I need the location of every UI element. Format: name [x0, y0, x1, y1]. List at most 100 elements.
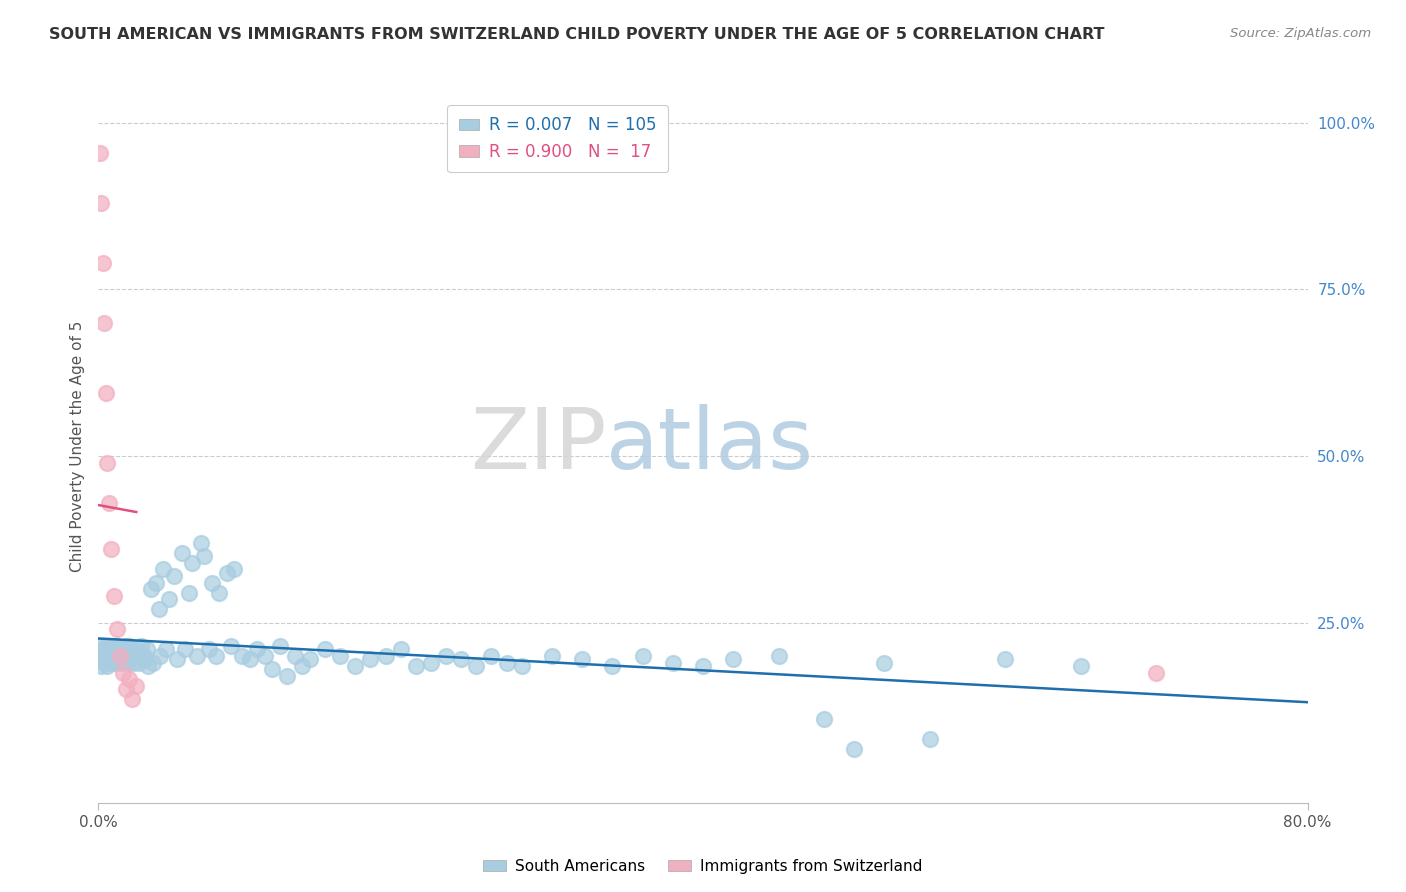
- Point: [112, 649, 135, 664]
- Point: [269, 639, 291, 653]
- Point: [100, 656, 122, 670]
- Point: [96, 649, 118, 664]
- Point: [231, 649, 253, 664]
- Point: [239, 652, 262, 666]
- Point: [141, 582, 163, 597]
- Point: [98, 646, 121, 660]
- Point: [179, 585, 201, 599]
- Point: [152, 562, 174, 576]
- Point: [465, 659, 488, 673]
- Point: [602, 659, 624, 673]
- Point: [125, 679, 148, 693]
- Point: [94, 639, 117, 653]
- Point: [434, 649, 457, 664]
- Text: SOUTH AMERICAN VS IMMIGRANTS FROM SWITZERLAND CHILD POVERTY UNDER THE AGE OF 5 C: SOUTH AMERICAN VS IMMIGRANTS FROM SWITZE…: [49, 27, 1105, 42]
- Point: [104, 656, 127, 670]
- Point: [510, 659, 533, 673]
- Point: [149, 649, 172, 664]
- Point: [90, 195, 112, 210]
- Point: [96, 456, 118, 470]
- Point: [723, 652, 745, 666]
- Point: [105, 649, 128, 664]
- Point: [276, 669, 298, 683]
- Text: ZIP: ZIP: [470, 404, 606, 488]
- Point: [481, 649, 503, 664]
- Point: [114, 639, 136, 653]
- Point: [110, 642, 132, 657]
- Point: [100, 542, 122, 557]
- Point: [420, 656, 443, 670]
- Point: [661, 656, 683, 670]
- Point: [118, 649, 141, 664]
- Point: [813, 713, 835, 727]
- Point: [145, 575, 167, 590]
- Point: [495, 656, 517, 670]
- Point: [103, 652, 125, 666]
- Point: [108, 646, 131, 660]
- Point: [110, 656, 132, 670]
- Point: [224, 562, 246, 576]
- Point: [100, 642, 122, 657]
- Point: [844, 742, 866, 756]
- Point: [90, 659, 112, 673]
- Point: [98, 496, 121, 510]
- Point: [374, 649, 396, 664]
- Point: [128, 656, 150, 670]
- Point: [118, 639, 141, 653]
- Point: [94, 652, 117, 666]
- Point: [631, 649, 654, 664]
- Point: [148, 602, 170, 616]
- Point: [121, 692, 143, 706]
- Point: [1070, 659, 1092, 673]
- Text: Source: ZipAtlas.com: Source: ZipAtlas.com: [1230, 27, 1371, 40]
- Point: [90, 639, 112, 653]
- Legend: South Americans, Immigrants from Switzerland: South Americans, Immigrants from Switzer…: [477, 853, 929, 880]
- Point: [94, 385, 117, 400]
- Point: [197, 642, 219, 657]
- Point: [105, 639, 128, 653]
- Text: atlas: atlas: [606, 404, 814, 488]
- Point: [101, 639, 124, 653]
- Point: [89, 145, 111, 160]
- Point: [111, 652, 134, 666]
- Point: [136, 659, 159, 673]
- Point: [173, 642, 195, 657]
- Point: [768, 649, 790, 664]
- Point: [918, 732, 941, 747]
- Point: [329, 649, 352, 664]
- Point: [540, 649, 562, 664]
- Point: [186, 649, 208, 664]
- Point: [873, 656, 896, 670]
- Point: [692, 659, 714, 673]
- Point: [190, 535, 212, 549]
- Point: [118, 673, 141, 687]
- Point: [253, 649, 276, 664]
- Point: [120, 652, 142, 666]
- Point: [103, 646, 125, 660]
- Point: [134, 652, 156, 666]
- Point: [111, 665, 134, 680]
- Point: [208, 585, 231, 599]
- Point: [450, 652, 472, 666]
- Point: [142, 656, 165, 670]
- Point: [91, 646, 114, 660]
- Point: [360, 652, 382, 666]
- Point: [93, 316, 115, 330]
- Point: [205, 649, 228, 664]
- Point: [127, 649, 149, 664]
- Point: [98, 652, 121, 666]
- Point: [135, 642, 157, 657]
- Point: [201, 575, 224, 590]
- Legend: R = 0.007   N = 105, R = 0.900   N =  17: R = 0.007 N = 105, R = 0.900 N = 17: [447, 104, 668, 172]
- Point: [571, 652, 593, 666]
- Point: [299, 652, 322, 666]
- Point: [121, 646, 143, 660]
- Point: [163, 569, 186, 583]
- Point: [155, 642, 177, 657]
- Point: [181, 556, 204, 570]
- Point: [132, 649, 155, 664]
- Point: [170, 546, 193, 560]
- Point: [115, 656, 138, 670]
- Point: [262, 662, 284, 676]
- Point: [1144, 665, 1167, 680]
